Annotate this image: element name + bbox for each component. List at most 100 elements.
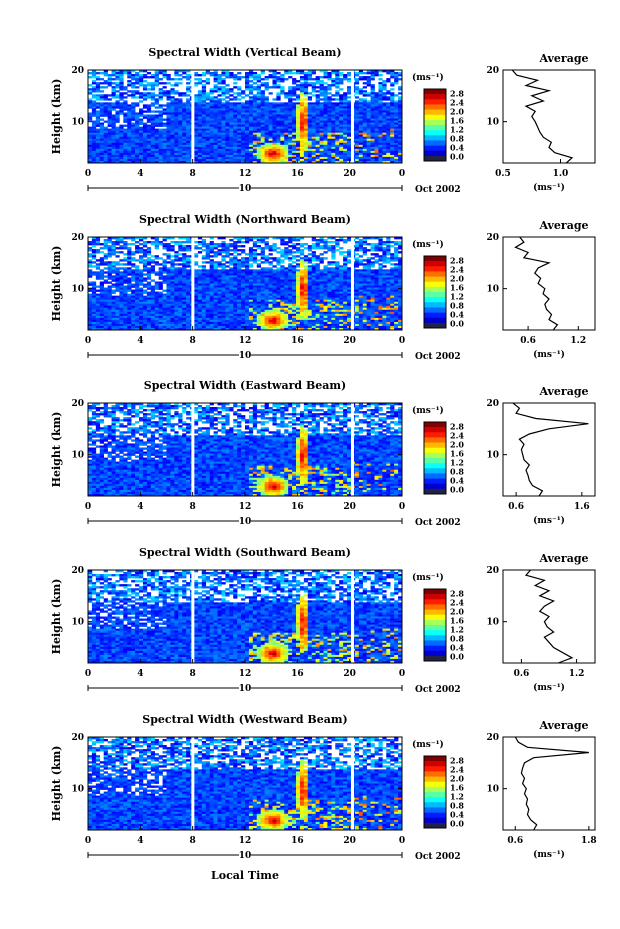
month-label: Oct 2002 bbox=[415, 352, 461, 362]
average-title: Average bbox=[538, 552, 588, 565]
x-tick-label: 0 bbox=[399, 169, 405, 179]
colorbar-band bbox=[424, 130, 446, 136]
colorbar-tick-label: 2.8 bbox=[450, 756, 464, 766]
date-label: 10 bbox=[239, 684, 252, 694]
colorbar-band bbox=[424, 756, 446, 762]
average-y-tick-label: 10 bbox=[486, 118, 499, 128]
x-tick-label: 8 bbox=[190, 836, 196, 846]
average-x-tick-label: 1.2 bbox=[570, 336, 586, 346]
colorbar-band bbox=[424, 99, 446, 105]
colorbar-band bbox=[424, 625, 446, 631]
x-tick-label: 4 bbox=[137, 669, 143, 679]
y-axis-label: Height (km) bbox=[50, 412, 63, 488]
average-y-tick-label: 10 bbox=[486, 785, 499, 795]
y-tick-label: 20 bbox=[71, 566, 84, 576]
colorbar-band bbox=[424, 468, 446, 474]
colorbar-unit: (ms⁻¹) bbox=[412, 405, 444, 416]
colorbar-tick-label: 1.2 bbox=[450, 292, 464, 302]
colorbar-tick-label: 1.6 bbox=[450, 116, 464, 126]
average-title: Average bbox=[538, 219, 588, 232]
data-gap bbox=[191, 570, 195, 663]
average-y-tick-label: 10 bbox=[486, 618, 499, 628]
x-tick-label: 0 bbox=[85, 336, 91, 346]
x-tick-label: 12 bbox=[239, 836, 252, 846]
average-profile-line bbox=[512, 402, 589, 497]
x-tick-label: 16 bbox=[291, 502, 304, 512]
colorbar-band bbox=[424, 630, 446, 636]
x-tick-label: 16 bbox=[291, 336, 304, 346]
colorbar-band bbox=[424, 776, 446, 783]
heatmap-cells bbox=[88, 403, 403, 497]
colorbar-tick-label: 0.8 bbox=[450, 301, 464, 311]
colorbar-tick-label: 2.8 bbox=[450, 256, 464, 266]
x-tick-label: 20 bbox=[343, 169, 356, 179]
colorbar-band bbox=[424, 427, 446, 433]
date-label: 10 bbox=[239, 851, 252, 861]
colorbar-band bbox=[424, 771, 446, 777]
colorbar-band bbox=[424, 297, 446, 303]
colorbar-frame bbox=[423, 755, 447, 829]
colorbar-tick-label: 0.4 bbox=[450, 810, 464, 820]
colorbar-tick-label: 2.0 bbox=[450, 107, 464, 117]
panel-1: Spectral Width (Northward Beam) 0 4 8 12 16 20… bbox=[50, 213, 596, 362]
colorbar-band bbox=[424, 609, 446, 616]
colorbar-tick-label: 1.6 bbox=[450, 783, 464, 793]
y-tick-label: 10 bbox=[71, 451, 84, 461]
colorbar-frame bbox=[423, 421, 447, 495]
x-tick-label: 8 bbox=[190, 336, 196, 346]
colorbar-tick-label: 2.4 bbox=[450, 265, 464, 275]
date-label-bg bbox=[239, 850, 251, 860]
colorbar-tick-label: 2.4 bbox=[450, 598, 464, 608]
x-tick-label: 12 bbox=[239, 669, 252, 679]
colorbar-tick-label: 0.0 bbox=[450, 485, 464, 495]
x-tick-label: 8 bbox=[190, 169, 196, 179]
colorbar-tick-label: 0.4 bbox=[450, 476, 464, 486]
colorbar-tick-label: 0.0 bbox=[450, 152, 464, 162]
colorbar-unit: (ms⁻¹) bbox=[412, 72, 444, 83]
heatmap-cells bbox=[88, 237, 403, 331]
average-y-tick-label: 20 bbox=[486, 66, 499, 76]
colorbar-unit: (ms⁻¹) bbox=[412, 572, 444, 583]
colorbar-band bbox=[424, 302, 446, 308]
colorbar-band bbox=[424, 473, 446, 479]
colorbar-band bbox=[424, 89, 446, 95]
colorbar-band bbox=[424, 276, 446, 283]
month-label: Oct 2002 bbox=[415, 185, 461, 195]
colorbar-tick-label: 0.4 bbox=[450, 643, 464, 653]
x-tick-label: 12 bbox=[239, 502, 252, 512]
colorbar-tick-label: 2.4 bbox=[450, 98, 464, 108]
colorbar-frame bbox=[423, 88, 447, 162]
x-tick-label: 8 bbox=[190, 669, 196, 679]
colorbar-band bbox=[424, 292, 446, 298]
colorbar-tick-label: 2.0 bbox=[450, 607, 464, 617]
x-tick-label: 0 bbox=[399, 336, 405, 346]
panel-4: Spectral Width (Westward Beam) 0 4 8 12 16 20 0… bbox=[50, 713, 597, 862]
date-label: 10 bbox=[239, 517, 252, 527]
colorbar-band bbox=[424, 589, 446, 595]
colorbar-band bbox=[424, 312, 446, 319]
colorbar-tick-label: 2.4 bbox=[450, 431, 464, 441]
data-gap bbox=[350, 570, 354, 663]
x-tick-label: 0 bbox=[85, 169, 91, 179]
colorbar-band bbox=[424, 478, 446, 485]
x-tick-label: 0 bbox=[85, 669, 91, 679]
panel-title: Spectral Width (Vertical Beam) bbox=[148, 46, 341, 59]
colorbar-band bbox=[424, 781, 446, 788]
average-x-tick-label: 0.6 bbox=[514, 669, 530, 679]
average-x-tick-label: 1.2 bbox=[569, 669, 585, 679]
x-tick-label: 0 bbox=[85, 502, 91, 512]
x-tick-label: 4 bbox=[137, 336, 143, 346]
average-frame bbox=[502, 69, 596, 164]
colorbar-band bbox=[424, 266, 446, 272]
colorbar-tick-label: 2.8 bbox=[450, 589, 464, 599]
colorbar-band bbox=[424, 119, 446, 126]
average-y-tick-label: 20 bbox=[486, 566, 499, 576]
colorbar-band bbox=[424, 155, 446, 162]
colorbar-band bbox=[424, 114, 446, 121]
colorbar-tick-label: 2.8 bbox=[450, 89, 464, 99]
colorbar-band bbox=[424, 812, 446, 819]
x-tick-label: 20 bbox=[343, 836, 356, 846]
average-x-unit: (ms⁻¹) bbox=[533, 849, 565, 860]
colorbar-tick-label: 2.0 bbox=[450, 274, 464, 284]
